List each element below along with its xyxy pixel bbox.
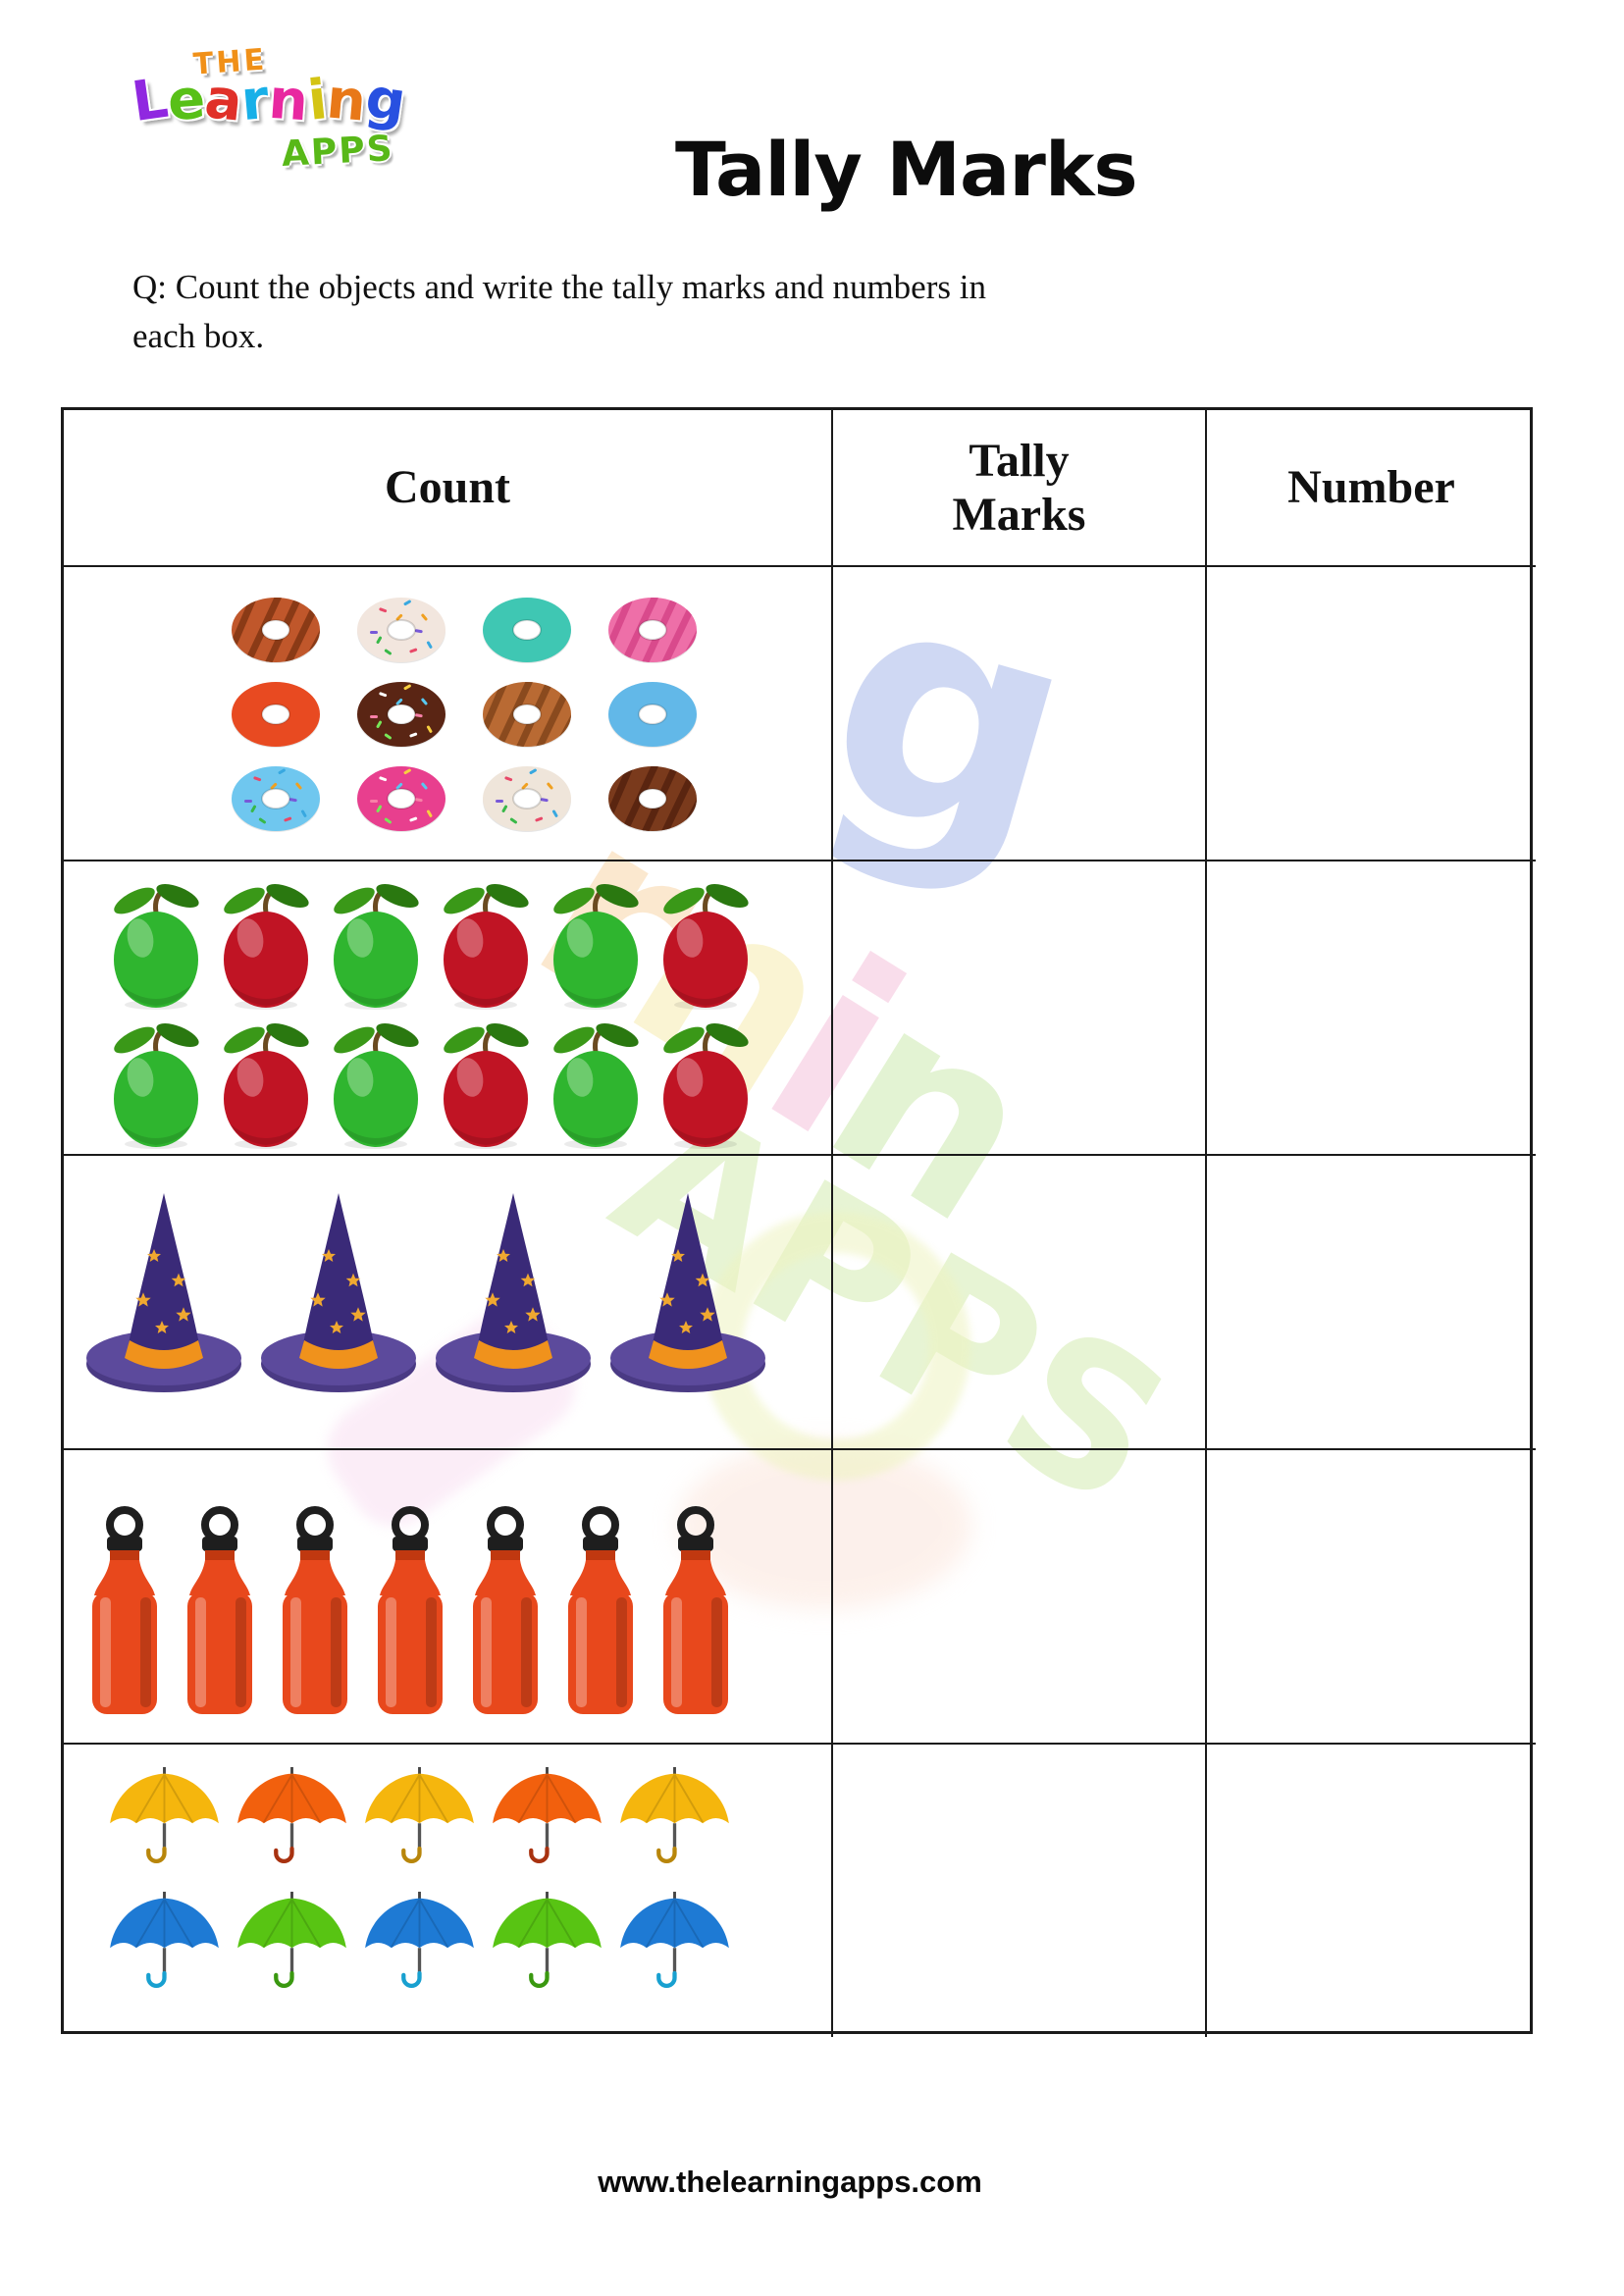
donut-icon: [483, 598, 571, 663]
donut-icon: [483, 766, 571, 832]
number-answer-box-apples[interactable]: [1207, 861, 1536, 1156]
witch-hat-icon: [86, 1193, 241, 1392]
logo-apps-text: APPS: [281, 129, 395, 175]
apples-group: [64, 861, 760, 1150]
apple-icon: [663, 884, 749, 1010]
website-url: www.thelearningapps.com: [598, 2165, 982, 2199]
donut-icon: [232, 598, 320, 663]
bottle-icon: [378, 1506, 443, 1714]
bottle-icon: [187, 1506, 252, 1714]
donut-icon: [357, 682, 445, 748]
count-cell-umbrellas: [64, 1745, 833, 2037]
umbrellas-group: [64, 1745, 741, 1994]
header-count: Count: [64, 410, 833, 567]
witch-hat-icon: [436, 1193, 591, 1392]
number-answer-box-bottles[interactable]: [1207, 1450, 1536, 1745]
count-cell-apples: [64, 861, 833, 1156]
donut-icon: [608, 766, 697, 832]
number-answer-box-donuts[interactable]: [1207, 567, 1536, 861]
umbrella-icon: [110, 1766, 219, 1863]
tally-answer-box-donuts[interactable]: [833, 567, 1207, 861]
umbrella-icon: [237, 1766, 346, 1863]
umbrella-icon: [493, 1766, 602, 1863]
number-answer-box-umbrellas[interactable]: [1207, 1745, 1536, 2037]
umbrella-icon: [237, 1891, 346, 1988]
apple-icon: [553, 1023, 639, 1149]
learning-apps-logo: THE Learning APPS: [128, 42, 437, 183]
donut-icon: [483, 682, 571, 748]
tally-table: Count Tally Marks Number: [61, 407, 1536, 2037]
donuts-group: [64, 567, 702, 837]
bottle-icon: [663, 1506, 728, 1714]
tally-answer-box-hats[interactable]: [833, 1156, 1207, 1450]
tally-answer-box-apples[interactable]: [833, 861, 1207, 1156]
apple-icon: [224, 884, 309, 1010]
umbrella-icon: [365, 1766, 474, 1863]
apple-icon: [334, 884, 419, 1010]
donut-icon: [357, 766, 445, 832]
umbrella-icon: [620, 1891, 729, 1988]
witch-hat-icon: [610, 1193, 765, 1392]
tally-answer-box-umbrellas[interactable]: [833, 1745, 1207, 2037]
umbrella-icon: [620, 1766, 729, 1863]
apple-icon: [553, 884, 639, 1010]
hats-group: [64, 1156, 790, 1396]
donut-icon: [232, 682, 320, 748]
donut-icon: [232, 766, 320, 832]
donut-icon: [608, 598, 697, 663]
umbrella-icon: [110, 1891, 219, 1988]
tally-answer-box-bottles[interactable]: [833, 1450, 1207, 1745]
umbrella-icon: [493, 1891, 602, 1988]
page-title: Tally Marks: [675, 126, 1138, 213]
header-tally-marks: Tally Marks: [833, 410, 1207, 567]
apple-icon: [114, 1023, 199, 1149]
witch-hat-icon: [261, 1193, 416, 1392]
question-text: Q: Count the objects and write the tally…: [132, 268, 986, 355]
apple-icon: [114, 884, 199, 1010]
bottle-icon: [92, 1506, 157, 1714]
apple-icon: [444, 884, 529, 1010]
donut-icon: [608, 682, 697, 748]
bottle-icon: [568, 1506, 633, 1714]
apple-icon: [663, 1023, 749, 1149]
apple-icon: [224, 1023, 309, 1149]
umbrella-icon: [365, 1891, 474, 1988]
bottles-group: [64, 1450, 751, 1722]
logo-learning-text: Learning: [128, 66, 410, 135]
apple-icon: [334, 1023, 419, 1149]
number-answer-box-hats[interactable]: [1207, 1156, 1536, 1450]
count-cell-donuts: [64, 567, 833, 861]
apple-icon: [444, 1023, 529, 1149]
donut-icon: [357, 598, 445, 663]
count-cell-hats: [64, 1156, 833, 1450]
bottle-icon: [283, 1506, 347, 1714]
count-cell-bottles: [64, 1450, 833, 1745]
bottle-icon: [473, 1506, 538, 1714]
header-number: Number: [1207, 410, 1536, 567]
